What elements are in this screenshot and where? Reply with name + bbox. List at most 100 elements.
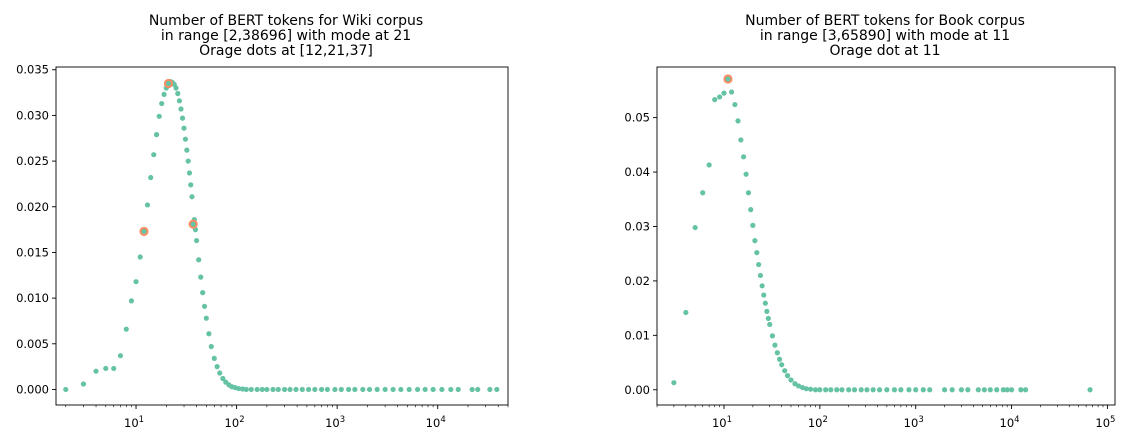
wiki-data-point [200, 290, 206, 296]
book-data-point [812, 387, 819, 393]
wiki-data-point [469, 386, 475, 393]
wiki-data-point [264, 386, 270, 393]
book-data-point [876, 387, 883, 393]
book-y-tick-label: 0.03 [624, 219, 650, 233]
wiki-data-point [312, 386, 318, 393]
wiki-data-point [159, 100, 165, 107]
wiki-data-point [352, 386, 358, 393]
wiki-data-point [430, 386, 436, 393]
wiki-data-point [305, 386, 312, 393]
wiki-data-point [217, 370, 223, 376]
book-data-point [965, 387, 971, 393]
book-x-tick-label: 104 [1000, 415, 1020, 430]
wiki-data-point [103, 365, 109, 372]
book-data-point [828, 387, 834, 393]
book-data-point [846, 387, 852, 393]
book-data-point [743, 171, 749, 177]
book-data-point [700, 190, 706, 196]
wiki-data-point [414, 386, 421, 393]
book-data-point [761, 292, 767, 298]
book-data-point [732, 101, 738, 108]
book-y-tick-label: 0.02 [624, 274, 650, 288]
book-axes-frame [656, 66, 1116, 406]
wiki-data-point [148, 174, 154, 181]
book-data-point [765, 315, 771, 322]
book-y-tick-label: 0.05 [624, 111, 650, 125]
wiki-data-point [439, 386, 445, 393]
wiki-data-point [201, 303, 208, 309]
book-data-point [762, 300, 768, 306]
book-data-point [851, 387, 858, 393]
book-data-point [779, 362, 785, 368]
wiki-data-point [390, 386, 396, 393]
wiki-y-tick-label: 0.010 [16, 291, 49, 305]
wiki-data-point [281, 386, 288, 393]
wiki-data-point [398, 386, 404, 393]
book-data-point [975, 387, 981, 393]
wiki-data-point [189, 194, 195, 200]
book-data-point [858, 387, 864, 393]
wiki-data-point [196, 257, 202, 263]
wiki-data-point [144, 202, 151, 208]
wiki-highlight-point-core [165, 80, 172, 87]
book-data-point [717, 94, 723, 100]
wiki-y-tick-label: 0.035 [16, 63, 49, 77]
wiki-data-point [179, 115, 186, 121]
wiki-data-point [185, 158, 191, 164]
book-data-point [759, 283, 765, 289]
wiki-x-tick-label: 101 [124, 415, 144, 430]
book-data-point [1004, 387, 1010, 393]
book-data-point [803, 386, 809, 392]
book-y-tick-label: 0.04 [624, 165, 650, 179]
wiki-data-point [220, 375, 226, 382]
wiki-data-point [275, 386, 281, 393]
wiki-title-line-2: in range [2,38696] with mode at 21 [161, 28, 411, 44]
wiki-data-point [293, 386, 299, 393]
book-data-point [748, 207, 754, 213]
wiki-data-point [128, 298, 135, 304]
wiki-data-point [487, 386, 493, 393]
wiki-data-point [448, 386, 454, 393]
book-data-point [767, 321, 773, 328]
wiki-data-point [193, 237, 200, 244]
wiki-title-line-3: Orage dots at [12,21,37] [199, 43, 373, 59]
book-data-point [817, 387, 823, 393]
wiki-data-point [287, 386, 293, 393]
book-x-tick-label: 101 [712, 415, 732, 430]
book-data-point [692, 224, 698, 231]
book-data-point [671, 380, 677, 386]
book-x-tick-label: 102 [808, 415, 828, 430]
book-data-point [949, 387, 955, 393]
book-x-tick-label: 103 [904, 415, 924, 430]
book-data-point [683, 309, 689, 316]
book-data-point [738, 137, 744, 143]
book-data-point [752, 238, 758, 244]
wiki-data-point [181, 125, 187, 131]
wiki-data-point [422, 386, 428, 393]
book-data-point [772, 342, 778, 348]
wiki-data-point [161, 91, 167, 98]
wiki-data-point [123, 326, 129, 332]
book-data-point [941, 387, 948, 393]
wiki-y-tick-label: 0.025 [16, 154, 49, 168]
wiki-data-point [173, 85, 179, 91]
wiki-data-point [366, 386, 373, 393]
book-data-point [870, 387, 876, 393]
wiki-data-point [360, 386, 366, 393]
wiki-data-point [324, 386, 331, 393]
wiki-data-point [346, 386, 352, 393]
book-data-point [795, 383, 802, 389]
book-data-point [728, 89, 735, 95]
book-data-point [754, 250, 760, 256]
wiki-data-point [374, 386, 380, 393]
wiki-highlight-point-core [190, 221, 196, 227]
wiki-data-point [117, 353, 124, 359]
wiki-data-point [248, 386, 254, 393]
book-data-point [788, 377, 794, 383]
wiki-data-point [80, 381, 87, 387]
wiki-y-tick-label: 0.015 [16, 245, 49, 259]
book-data-point [1087, 387, 1093, 393]
book-title-line-1: Number of BERT tokens for Book corpus [745, 13, 1025, 29]
wiki-data-point [206, 331, 212, 337]
wiki-data-point [137, 254, 143, 260]
